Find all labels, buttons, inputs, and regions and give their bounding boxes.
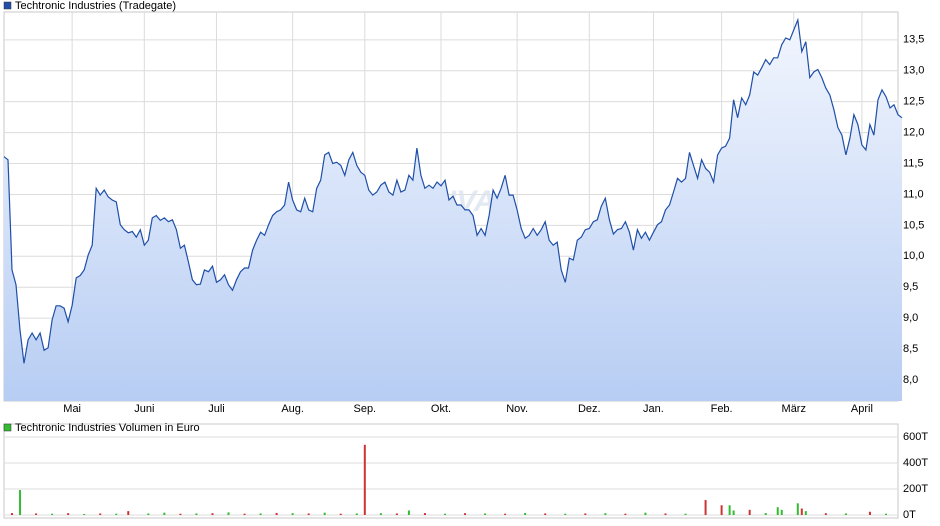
y-tick-label: 0T <box>903 509 916 521</box>
volume-bar <box>824 513 827 516</box>
volume-bar <box>19 490 22 516</box>
x-tick-label: Feb. <box>711 403 733 415</box>
volume-bar <box>83 513 86 516</box>
volume-bar <box>484 513 487 516</box>
volume-bar <box>243 513 246 516</box>
volume-bar <box>291 513 294 516</box>
x-tick-label: März <box>782 403 806 415</box>
legend-swatch <box>3 423 12 432</box>
x-tick-label: Juni <box>134 403 154 415</box>
y-tick-label: 12,0 <box>903 127 924 139</box>
x-tick-label: Nov. <box>506 403 528 415</box>
price-line <box>3 17 903 364</box>
volume-bar <box>732 510 735 516</box>
volume-bar <box>363 444 366 516</box>
volume-bar <box>99 513 102 516</box>
volume-bar <box>664 513 667 516</box>
plot-frame <box>3 423 899 519</box>
x-tick-label: Dez. <box>578 403 601 415</box>
y-tick-label: 200T <box>903 483 928 495</box>
volume-bar <box>407 510 410 516</box>
volume-bar <box>163 512 166 516</box>
volume-bar <box>127 511 130 516</box>
volume-bar <box>323 512 326 516</box>
volume-bar <box>800 508 803 516</box>
volume-bar <box>684 513 687 516</box>
y-tick-label: 8,5 <box>903 343 918 355</box>
volume-bar <box>504 513 507 516</box>
y-tick-label: 9,0 <box>903 312 918 324</box>
volume-bar <box>764 513 767 516</box>
volume-bar <box>544 513 547 516</box>
volume-bar <box>51 513 54 516</box>
y-tick-label: 9,5 <box>903 281 918 293</box>
y-tick-label: 8,0 <box>903 374 918 386</box>
volume-bar <box>624 513 627 516</box>
y-tick-label: 12,5 <box>903 96 924 108</box>
x-tick-label: Jan. <box>643 403 664 415</box>
volume-bar <box>868 511 871 516</box>
volume-bar <box>227 512 230 516</box>
volume-bar <box>844 513 847 516</box>
volume-bar <box>720 505 723 516</box>
x-tick-label: Juli <box>208 403 225 415</box>
y-tick-label: 10,0 <box>903 250 924 262</box>
y-tick-label: 11,5 <box>903 157 924 169</box>
volume-bar <box>275 512 278 516</box>
volume-bar <box>379 513 382 516</box>
volume-bar <box>423 513 426 516</box>
volume-bar <box>748 509 751 516</box>
volume-bar <box>195 513 198 516</box>
volume-bar <box>67 513 70 516</box>
volume-bar <box>804 511 807 516</box>
volume-bar <box>780 509 783 516</box>
x-tick-label: Mai <box>63 403 81 415</box>
volume-bar <box>584 513 587 516</box>
y-tick-label: 13,0 <box>903 65 924 77</box>
volume-bar <box>464 513 467 516</box>
y-tick-label: 10,5 <box>903 219 924 231</box>
volume-bar <box>307 513 310 516</box>
y-tick-label: 600T <box>903 431 928 443</box>
volume-bar <box>259 513 262 516</box>
volume-bar <box>35 513 38 516</box>
volume-bar <box>728 505 731 516</box>
volume-bar <box>11 513 14 516</box>
volume-bar <box>776 507 779 516</box>
volume-bar <box>443 513 446 516</box>
x-tick-label: Okt. <box>431 403 451 415</box>
volume-bar <box>884 513 887 516</box>
volume-bar <box>147 513 150 516</box>
volume-bar <box>179 513 182 516</box>
volume-bar <box>564 513 567 516</box>
volume-bar <box>704 500 707 516</box>
volume-bar <box>339 513 342 516</box>
legend-label: Techtronic Industries (Tradegate) <box>15 0 176 12</box>
price-area <box>4 20 903 401</box>
volume-bar <box>395 513 398 516</box>
y-tick-label: 400T <box>903 457 928 469</box>
volume-bar <box>796 503 799 516</box>
volume-bar <box>524 512 527 516</box>
volume-bar <box>644 512 647 516</box>
x-tick-label: April <box>851 403 873 415</box>
x-tick-label: Aug. <box>281 403 304 415</box>
legend-swatch <box>3 1 12 10</box>
volume-bar <box>211 513 214 516</box>
legend-label: Techtronic Industries Volumen in Euro <box>15 422 200 434</box>
y-tick-label: 11,0 <box>903 188 924 200</box>
volume-bar <box>115 513 118 516</box>
volume-bar <box>604 513 607 516</box>
x-tick-label: Sep. <box>353 403 376 415</box>
volume-bar <box>355 513 358 516</box>
y-tick-label: 13,5 <box>903 34 924 46</box>
